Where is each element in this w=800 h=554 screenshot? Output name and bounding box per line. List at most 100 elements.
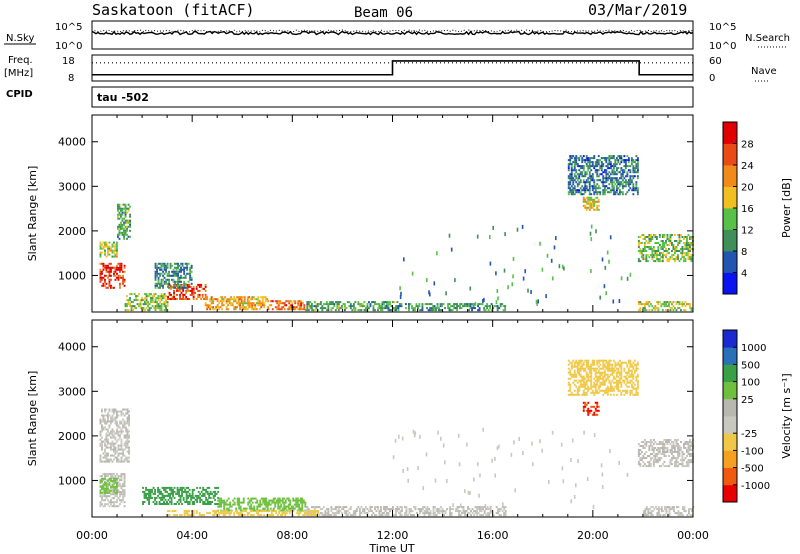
data-cell	[438, 512, 441, 515]
data-cell	[444, 460, 446, 465]
data-cell	[389, 309, 391, 312]
data-cell	[635, 155, 638, 158]
data-cell	[167, 514, 169, 517]
data-cell	[200, 494, 203, 497]
data-cell	[660, 443, 663, 445]
data-cell	[299, 497, 302, 500]
data-cell	[99, 485, 102, 488]
data-cell	[233, 503, 236, 506]
data-cell	[672, 451, 675, 453]
data-cell	[296, 499, 299, 502]
data-cell	[183, 298, 186, 300]
data-cell	[179, 287, 181, 290]
data-cell	[135, 297, 137, 300]
data-cell	[116, 428, 118, 431]
data-cell	[606, 187, 609, 190]
data-cell	[518, 437, 520, 441]
data-cell	[612, 189, 615, 192]
data-cell	[277, 505, 280, 508]
data-cell	[286, 308, 289, 311]
data-cell	[119, 475, 121, 478]
data-cell	[179, 494, 182, 497]
data-cell	[189, 266, 192, 269]
data-cell	[584, 403, 587, 406]
colorbar-label: Power [dB]	[780, 178, 793, 238]
data-cell	[249, 510, 252, 513]
data-cell	[104, 420, 106, 423]
data-cell	[603, 159, 606, 162]
data-cell	[430, 307, 433, 310]
data-cell	[355, 510, 358, 513]
data-cell	[587, 375, 590, 378]
data-cell	[99, 481, 102, 484]
data-cell	[337, 506, 340, 509]
data-cell	[384, 514, 387, 517]
data-cell	[596, 183, 599, 186]
data-cell	[125, 428, 127, 431]
data-cell	[654, 260, 657, 263]
data-cell	[593, 167, 596, 170]
data-cell	[297, 300, 300, 303]
data-cell	[478, 309, 481, 312]
data-cell	[195, 285, 198, 288]
data-cell	[167, 494, 170, 497]
data-cell	[212, 308, 215, 311]
data-cell	[643, 439, 646, 441]
data-cell	[678, 303, 681, 306]
data-cell	[212, 300, 215, 303]
data-cell	[113, 272, 115, 275]
data-cell	[587, 179, 590, 182]
data-cell	[188, 514, 191, 517]
data-cell	[104, 505, 106, 508]
data-cell	[110, 262, 112, 265]
data-cell	[128, 430, 130, 433]
data-cell	[652, 451, 655, 453]
data-cell	[591, 179, 594, 182]
data-cell	[116, 489, 118, 492]
data-cell	[681, 453, 684, 455]
data-cell	[113, 286, 115, 289]
data-cell	[408, 508, 411, 511]
data-cell	[422, 512, 424, 515]
data-cell	[111, 432, 114, 435]
data-cell	[173, 283, 175, 286]
data-cell	[185, 496, 188, 499]
data-cell	[327, 510, 330, 513]
data-cell	[627, 179, 630, 182]
data-cell	[611, 179, 614, 182]
data-cell	[582, 159, 585, 162]
data-cell	[680, 303, 682, 306]
data-cell	[343, 506, 346, 509]
data-cell	[312, 305, 315, 308]
data-cell	[125, 446, 127, 449]
data-cell	[114, 456, 117, 459]
data-cell	[119, 436, 121, 439]
data-cell	[289, 501, 292, 504]
data-cell	[229, 509, 232, 512]
data-cell	[105, 481, 108, 484]
data-cell	[657, 248, 660, 250]
data-cell	[627, 189, 630, 192]
data-cell	[689, 449, 691, 451]
data-cell	[321, 309, 324, 312]
data-cell	[99, 491, 102, 494]
data-cell	[627, 159, 630, 162]
data-cell	[210, 302, 213, 305]
data-cell	[365, 506, 367, 509]
data-cell	[677, 449, 679, 451]
data-cell	[312, 506, 315, 509]
data-cell	[439, 309, 442, 312]
data-cell	[626, 175, 629, 178]
data-cell	[222, 298, 225, 301]
data-cell	[234, 510, 237, 513]
data-cell	[399, 295, 402, 300]
data-cell	[594, 161, 597, 164]
data-cell	[522, 276, 525, 281]
data-cell	[113, 450, 115, 453]
data-cell	[220, 503, 223, 506]
data-cell	[254, 308, 257, 311]
data-cell	[309, 512, 312, 515]
data-cell	[661, 451, 664, 453]
data-cell	[672, 443, 675, 445]
data-cell	[206, 298, 209, 301]
